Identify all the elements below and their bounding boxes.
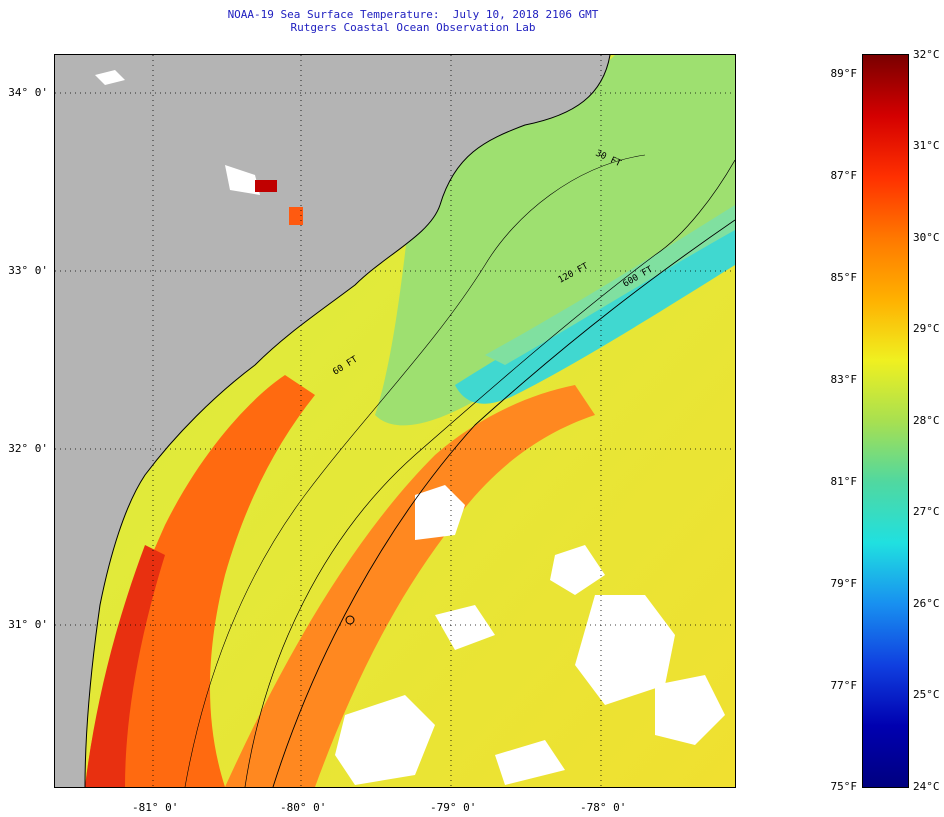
cool-filament-edge bbox=[485, 205, 735, 365]
cbar-f-77: 77°F bbox=[830, 679, 858, 692]
contour-60ft bbox=[184, 154, 646, 787]
lat-label-33: 33° 0' bbox=[8, 264, 48, 277]
nearshore-hot bbox=[85, 545, 165, 787]
sst-map-canvas: 120 FT 600 FT 60 FT 30 FT bbox=[55, 55, 735, 787]
contour-120ft bbox=[244, 159, 735, 787]
cbar-c-28: 28°C bbox=[913, 414, 940, 427]
coastline bbox=[84, 55, 611, 787]
lon-label-79: -79° 0' bbox=[430, 801, 477, 814]
title-line-1: NOAA-19 Sea Surface Temperature: July 10… bbox=[227, 8, 599, 21]
nearshore-warm bbox=[85, 375, 315, 787]
graticule bbox=[55, 55, 735, 787]
lat-label-34: 34° 0' bbox=[8, 86, 48, 99]
lat-label-31: 31° 0' bbox=[8, 618, 48, 631]
map-title: NOAA-19 Sea Surface Temperature: July 10… bbox=[0, 8, 826, 34]
cbar-c-26: 26°C bbox=[913, 597, 940, 610]
cbar-c-31: 31°C bbox=[913, 139, 940, 152]
lon-label-78: -78° 0' bbox=[580, 801, 627, 814]
cbar-f-87: 87°F bbox=[830, 169, 858, 182]
cbar-f-81: 81°F bbox=[830, 475, 858, 488]
cbar-f-79: 79°F bbox=[830, 577, 858, 590]
cbar-f-83: 83°F bbox=[830, 373, 858, 386]
contour-600ft bbox=[272, 219, 735, 787]
warm-lake-1 bbox=[255, 180, 277, 192]
cbar-f-85: 85°F bbox=[830, 271, 858, 284]
sst-map[interactable]: 120 FT 600 FT 60 FT 30 FT bbox=[54, 54, 736, 788]
cbar-c-25: 25°C bbox=[913, 688, 940, 701]
buoy-marker bbox=[345, 615, 355, 625]
cbar-f-89: 89°F bbox=[830, 67, 858, 80]
cbar-f-75: 75°F bbox=[830, 780, 858, 793]
cbar-c-32: 32°C bbox=[913, 48, 940, 61]
cloud-mask bbox=[95, 70, 725, 785]
land-mass bbox=[55, 55, 610, 787]
cbar-c-30: 30°C bbox=[913, 231, 940, 244]
lon-label-80: -80° 0' bbox=[280, 801, 327, 814]
cbar-c-29: 29°C bbox=[913, 322, 940, 335]
cbar-c-24: 24°C bbox=[913, 780, 940, 793]
temperature-colorbar bbox=[862, 54, 909, 788]
title-line-2: Rutgers Coastal Ocean Observation Lab bbox=[290, 21, 536, 34]
lat-label-32: 32° 0' bbox=[8, 442, 48, 455]
gulf-stream-core bbox=[225, 385, 595, 787]
lon-label-81: -81° 0' bbox=[132, 801, 179, 814]
cbar-c-27: 27°C bbox=[913, 505, 940, 518]
warm-lake-2 bbox=[289, 207, 303, 225]
